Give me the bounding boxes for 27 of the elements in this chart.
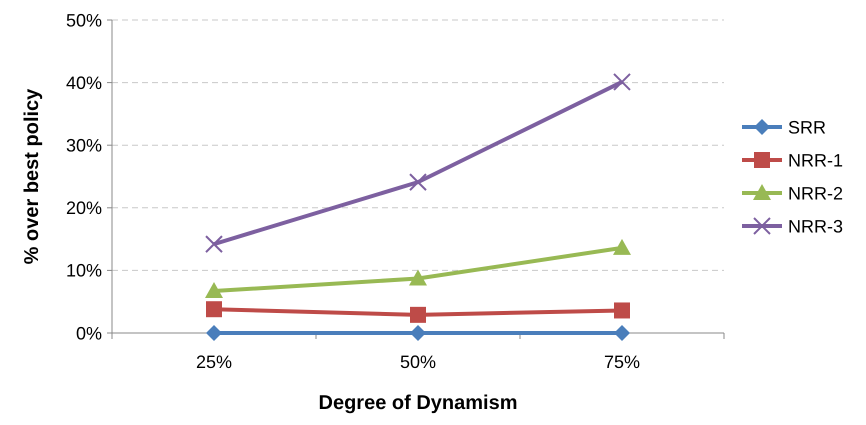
point <box>614 325 630 341</box>
legend-label: SRR <box>788 117 826 138</box>
point <box>409 270 427 286</box>
x-tick-label: 50% <box>400 352 436 372</box>
legend-label: NRR-2 <box>788 183 844 204</box>
point <box>410 306 426 323</box>
point <box>206 301 222 318</box>
y-axis-title: % over best policy <box>21 88 43 264</box>
y-tick-label: 0% <box>76 323 102 344</box>
y-tick-label: 40% <box>66 72 102 93</box>
legend-label: NRR-1 <box>788 150 844 170</box>
y-tick-label: 50% <box>66 10 102 30</box>
point <box>206 325 222 341</box>
y-tick-label: 10% <box>66 260 102 281</box>
x-axis-title: Degree of Dynamism <box>318 392 518 414</box>
point <box>613 72 631 91</box>
legend-label: NRR-3 <box>788 216 844 236</box>
point <box>614 302 630 318</box>
y-tick-label: 30% <box>66 136 102 156</box>
point <box>205 235 223 254</box>
point <box>205 282 223 298</box>
y-tick-label: 20% <box>66 198 102 218</box>
x-tick-label: 75% <box>604 352 640 372</box>
point <box>409 173 427 192</box>
point <box>613 238 631 255</box>
point <box>410 325 426 341</box>
x-tick-label: 25% <box>196 352 232 372</box>
